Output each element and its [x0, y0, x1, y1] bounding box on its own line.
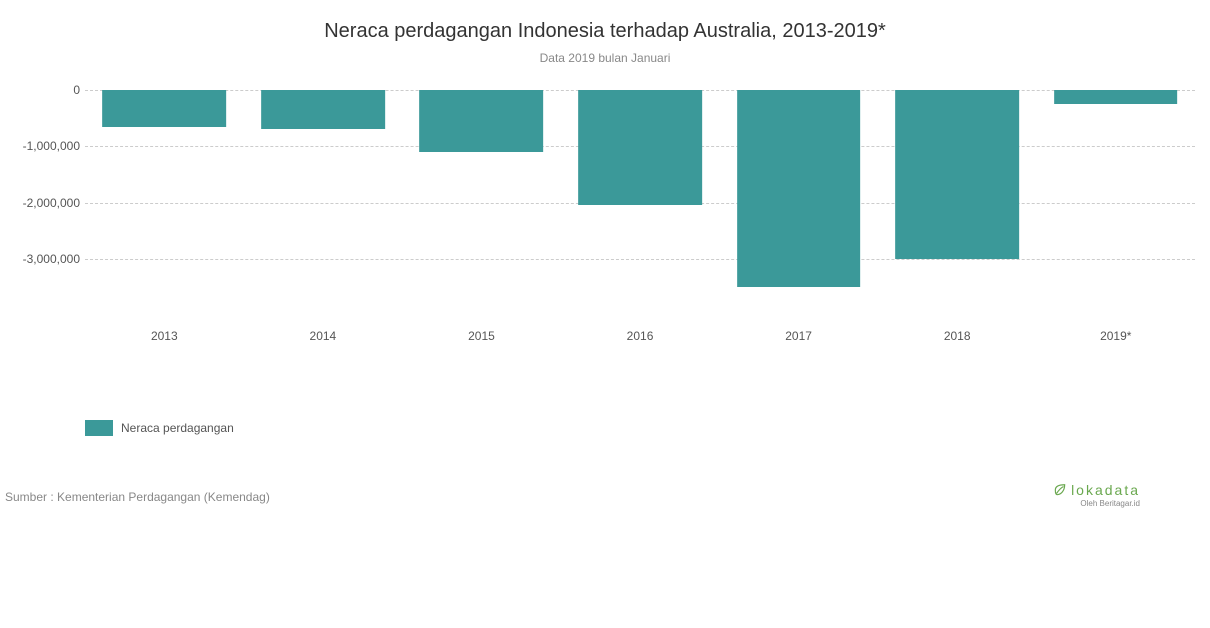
legend-label: Neraca perdagangan	[121, 421, 234, 435]
bar-slot	[719, 90, 878, 315]
legend: Neraca perdagangan	[85, 420, 234, 436]
bar-slot	[878, 90, 1037, 315]
bar	[895, 90, 1019, 259]
y-axis-label: -2,000,000	[10, 196, 80, 210]
bar-slot	[85, 90, 244, 315]
x-axis-label: 2017	[719, 329, 878, 343]
x-axis-label: 2013	[85, 329, 244, 343]
bar	[420, 90, 544, 152]
bar-slot	[244, 90, 403, 315]
bar	[1054, 90, 1178, 104]
x-axis-labels: 2013201420152016201720182019*	[85, 329, 1195, 343]
chart-subtitle: Data 2019 bulan Januari	[0, 51, 1210, 65]
x-axis-label: 2019*	[1036, 329, 1195, 343]
bar-series	[85, 90, 1195, 315]
y-axis-label: -1,000,000	[10, 139, 80, 153]
x-axis-label: 2015	[402, 329, 561, 343]
x-axis-label: 2018	[878, 329, 1037, 343]
chart-title: Neraca perdagangan Indonesia terhadap Au…	[0, 0, 1210, 43]
source-text: Sumber : Kementerian Perdagangan (Kemend…	[5, 490, 270, 504]
y-axis-label: -3,000,000	[10, 252, 80, 266]
bar-slot	[402, 90, 561, 315]
x-axis-label: 2014	[244, 329, 403, 343]
legend-swatch	[85, 420, 113, 436]
bar-slot	[1036, 90, 1195, 315]
brand-logo: lokadata Oleh Beritagar.id	[1053, 482, 1140, 508]
brand-name: lokadata	[1071, 482, 1140, 498]
bar-slot	[561, 90, 720, 315]
y-axis-label: 0	[10, 83, 80, 97]
leaf-icon	[1053, 483, 1067, 497]
brand-subtitle: Oleh Beritagar.id	[1053, 499, 1140, 508]
bar	[261, 90, 385, 129]
bar	[102, 90, 226, 127]
x-axis-label: 2016	[561, 329, 720, 343]
bar	[578, 90, 702, 205]
chart-plot-area	[85, 90, 1195, 315]
bar	[737, 90, 861, 287]
